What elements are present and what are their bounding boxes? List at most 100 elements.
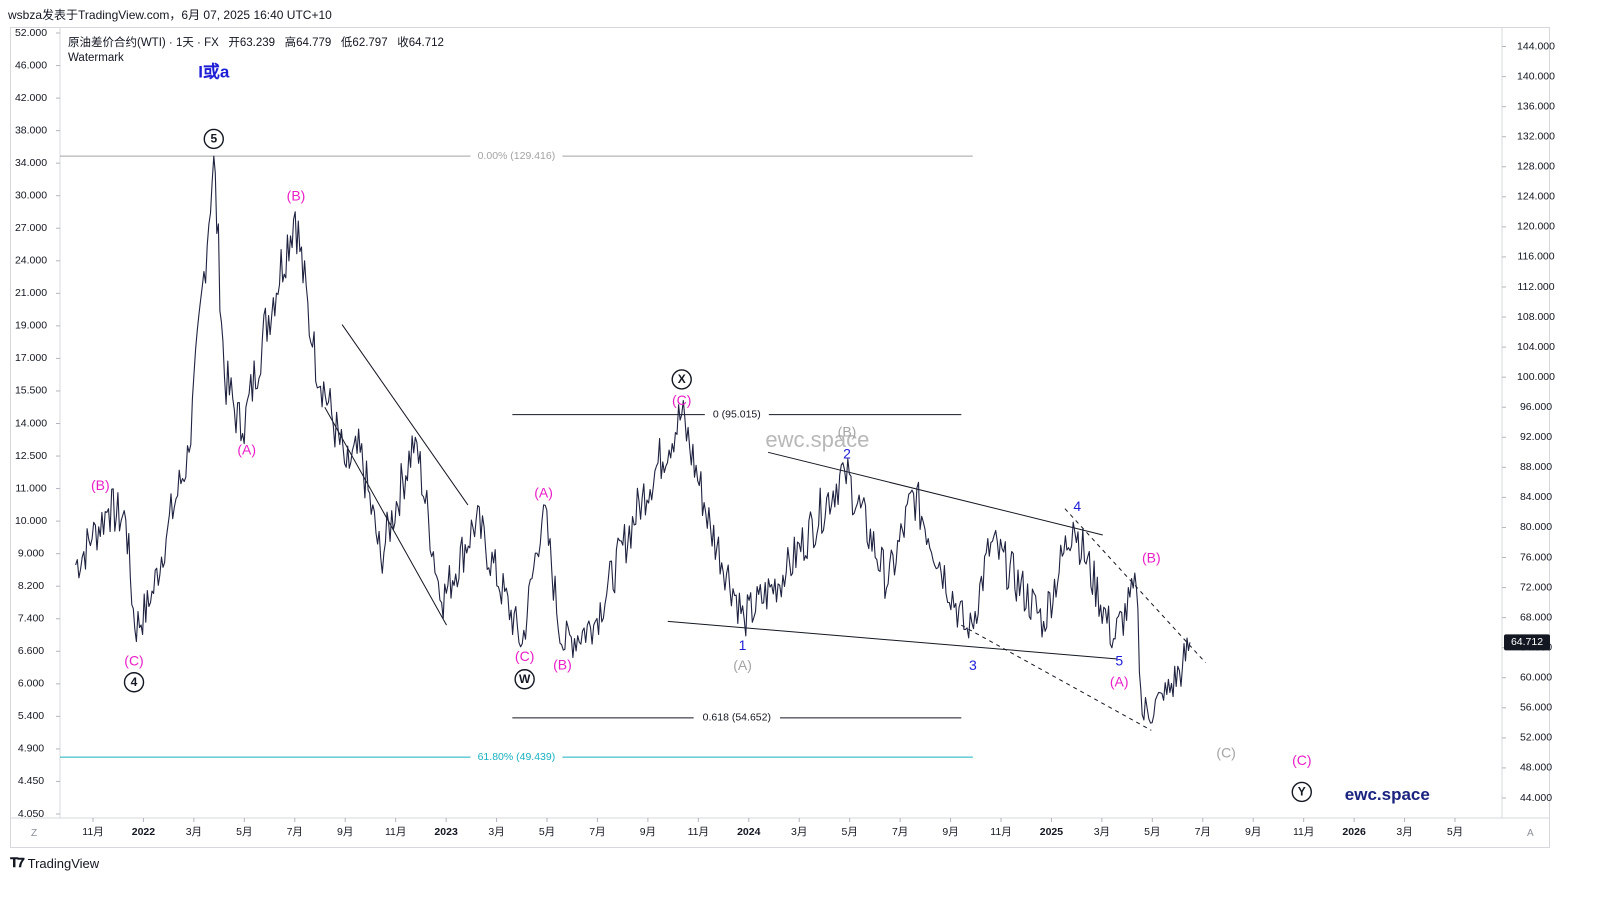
right-axis-tick: 76.000 <box>1520 551 1552 563</box>
trend-line <box>341 324 469 506</box>
right-axis-tick: 124.000 <box>1517 191 1555 203</box>
low-value: 62.797 <box>352 37 388 49</box>
wave-label: W <box>519 672 531 686</box>
right-axis-tick: 72.000 <box>1520 581 1552 593</box>
wave-label: (C) <box>1216 744 1235 760</box>
right-axis-tick: 48.000 <box>1520 762 1552 774</box>
watermark-legend: Watermark <box>68 52 124 64</box>
left-axis-tick: 38.000 <box>15 124 47 136</box>
left-axis-tick: 6.000 <box>18 678 44 690</box>
wave-label: (B) <box>91 477 110 493</box>
left-axis-tick: 10.000 <box>15 515 47 527</box>
wave-label: 4 <box>131 675 138 689</box>
left-axis-tick: 30.000 <box>15 189 47 201</box>
left-axis-tick: 11.000 <box>15 482 46 494</box>
left-axis-tick: 5.400 <box>18 710 44 722</box>
tradingview-icon: 𝐓𝟕 <box>10 855 25 870</box>
wave-label: (C) <box>124 653 143 669</box>
current-price-tag: 64.712 <box>1511 636 1543 648</box>
time-axis-tick: 9月 <box>337 826 353 838</box>
tradingview-brand: TradingView <box>27 855 100 871</box>
current-price-tag-bg <box>1504 634 1550 651</box>
right-axis-tick: 104.000 <box>1517 341 1555 353</box>
time-axis-tick: 11月 <box>82 826 103 838</box>
publish-header: wsbza发表于TradingView.com，6月 07, 2025 16:4… <box>8 8 332 22</box>
time-axis-tick: 3月 <box>791 826 807 838</box>
tradingview-logo[interactable]: 𝐓𝟕 TradingView <box>10 855 99 871</box>
wave-label: 5 <box>1115 653 1123 669</box>
left-axis-tick: 34.000 <box>15 157 47 169</box>
time-axis-tick: 7月 <box>892 826 908 838</box>
wave-label: 2 <box>843 445 851 461</box>
wave-label: 3 <box>969 657 977 673</box>
level-label: 0 (95.015) <box>713 408 761 420</box>
right-axis-tick: 92.000 <box>1520 431 1552 443</box>
auto-scale-right-button[interactable]: A <box>1527 828 1534 839</box>
level-label-bg <box>470 149 563 164</box>
wave-label-circle <box>203 128 224 150</box>
wave-label: 5 <box>210 132 217 146</box>
right-axis-tick: 84.000 <box>1520 491 1552 503</box>
time-axis-tick: 3月 <box>1396 826 1412 838</box>
wave-label: (A) <box>534 484 553 500</box>
watermark-text: ewc.space <box>765 427 869 452</box>
open-label: 开 <box>228 37 240 49</box>
wave-label: (A) <box>237 442 256 458</box>
wave-label: (B) <box>838 423 857 439</box>
right-axis-tick: 108.000 <box>1517 311 1555 323</box>
right-axis-tick: 68.000 <box>1520 611 1552 623</box>
time-axis-tick: 5月 <box>1447 826 1463 838</box>
wave-label-circle <box>514 669 535 690</box>
close-value: 64.712 <box>408 37 444 49</box>
time-axis-tick: 3月 <box>186 826 202 838</box>
left-axis-tick: 4.050 <box>18 808 44 820</box>
wave-label: (A) <box>733 657 752 673</box>
wave-label: I或a <box>198 61 230 81</box>
right-axis-tick: 132.000 <box>1517 130 1555 142</box>
right-axis-tick: 112.000 <box>1517 281 1554 293</box>
trend-line <box>324 406 447 626</box>
wave-label-circle <box>671 369 692 390</box>
left-axis-tick: 21.000 <box>15 287 47 299</box>
trend-line <box>667 620 1118 660</box>
time-axis-tick: 5月 <box>236 826 252 838</box>
time-axis-tick: 3月 <box>1094 826 1110 838</box>
right-axis-tick: 60.000 <box>1520 672 1552 684</box>
level-label-bg <box>470 750 563 765</box>
left-axis-tick: 17.000 <box>15 352 47 364</box>
wave-label: Y <box>1298 785 1306 799</box>
right-axis-tick: 136.000 <box>1517 100 1555 112</box>
time-axis-tick: 2024 <box>737 826 761 838</box>
legend-line: 原油差价合约(WTI) · 1天 · FX 开63.239 高64.779 低6… <box>68 34 444 50</box>
left-axis-tick: 6.600 <box>18 645 44 657</box>
price-line <box>75 155 1191 724</box>
chart-frame <box>10 27 1550 848</box>
time-axis-tick: 2026 <box>1342 826 1366 838</box>
wave-label: (B) <box>287 188 306 204</box>
time-axis-tick: 2025 <box>1040 826 1064 838</box>
auto-scale-left-button[interactable]: Z <box>31 828 38 839</box>
right-axis-tick: 140.000 <box>1517 70 1555 82</box>
right-axis-tick: 128.000 <box>1517 161 1555 173</box>
time-axis-tick: 11月 <box>385 826 406 838</box>
left-axis-tick: 4.900 <box>18 743 44 755</box>
wave-label: (B) <box>553 656 572 672</box>
time-axis-tick: 3月 <box>488 826 504 838</box>
symbol-line[interactable]: 原油差价合约(WTI) · 1天 · FX <box>68 37 219 49</box>
time-axis-tick: 9月 <box>942 826 958 838</box>
open-value: 63.239 <box>239 37 276 49</box>
left-axis-tick: 19.000 <box>15 320 47 332</box>
wave-label: 4 <box>1073 498 1081 514</box>
right-axis-tick: 52.000 <box>1520 732 1552 744</box>
right-axis-tick: 116.000 <box>1517 251 1554 263</box>
time-axis-tick: 5月 <box>841 826 857 838</box>
level-label-bg <box>693 710 781 725</box>
wave-label: (C) <box>515 648 534 664</box>
left-axis-tick: 42.000 <box>15 92 47 104</box>
trend-line <box>1064 508 1206 664</box>
left-axis-tick: 27.000 <box>15 222 47 234</box>
level-label: 61.80% (49.439) <box>478 751 556 763</box>
time-axis-tick: 11月 <box>1293 826 1314 838</box>
time-axis-tick: 7月 <box>287 826 303 838</box>
